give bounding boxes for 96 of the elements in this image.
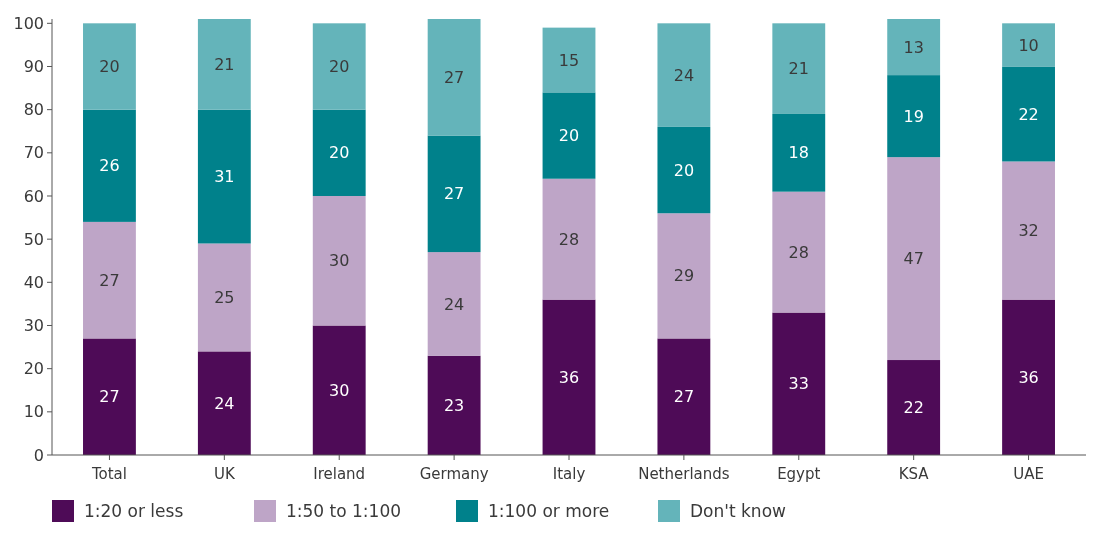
x-tick-label: KSA: [898, 465, 930, 483]
data-label: 28: [558, 229, 580, 249]
data-label: 20: [329, 143, 350, 163]
legend-label: 1:50 to 1:100: [286, 500, 402, 521]
bar: [657, 338, 711, 455]
legend-label: 1:100 or more: [488, 500, 610, 521]
bar: [772, 191, 826, 313]
bar: [427, 19, 481, 136]
bar: [887, 360, 941, 455]
data-label: 22: [903, 398, 924, 418]
bar: [197, 243, 251, 352]
data-label: 36: [558, 367, 580, 387]
bar: [887, 75, 941, 158]
bar: [83, 221, 136, 339]
data-label: 22: [1018, 104, 1039, 124]
y-tick-label: 50: [23, 229, 44, 249]
y-tick-label: 30: [23, 316, 44, 336]
data-label: 20: [558, 126, 580, 146]
data-label: 24: [214, 393, 235, 413]
legend-label: 1:20 or less: [84, 500, 184, 521]
data-label: 10: [1018, 35, 1039, 55]
bar: [83, 109, 136, 222]
bar: [1002, 23, 1055, 67]
bar: [312, 23, 366, 110]
legend-label: Don't know: [690, 500, 787, 521]
bar: [427, 135, 481, 253]
data-label: 31: [214, 167, 235, 187]
data-label: 27: [673, 387, 695, 407]
data-label: 13: [903, 37, 924, 57]
data-label: 20: [673, 160, 695, 180]
y-tick-label: 80: [23, 100, 44, 120]
x-tick-label: Germany: [419, 465, 489, 483]
x-tick-label: Total: [90, 465, 127, 483]
y-tick-label: 10: [23, 402, 44, 422]
data-label: 24: [673, 65, 695, 85]
data-label: 20: [99, 57, 120, 77]
bar: [772, 113, 826, 192]
y-tick-label: 100: [13, 13, 44, 33]
x-tick-label: Italy: [552, 465, 586, 483]
data-label: 21: [788, 59, 809, 79]
data-label: 27: [99, 270, 120, 290]
bar: [657, 23, 711, 127]
bar: [83, 23, 136, 110]
data-label: 36: [1018, 367, 1039, 387]
data-label: 47: [903, 249, 924, 269]
bar: [312, 325, 366, 455]
data-label: 27: [443, 67, 465, 87]
y-tick-label: 40: [23, 272, 44, 292]
x-tick-label: Ireland: [313, 465, 366, 483]
bar: [1002, 66, 1055, 162]
bar: [197, 109, 251, 244]
bar: [542, 178, 596, 300]
data-label: 29: [673, 266, 695, 286]
data-label: 32: [1018, 221, 1039, 241]
data-label: 28: [788, 242, 809, 262]
bar: [887, 157, 941, 361]
bar: [887, 19, 941, 76]
bar: [772, 312, 826, 455]
bar: [1002, 299, 1055, 455]
y-tick-label: 60: [23, 186, 44, 206]
data-label: 25: [214, 288, 235, 308]
bar: [657, 126, 711, 214]
data-label: 18: [788, 143, 809, 163]
data-label: 19: [903, 106, 924, 126]
data-label: 27: [443, 184, 465, 204]
y-tick-label: 20: [23, 359, 44, 379]
x-tick-label: UK: [213, 465, 236, 483]
y-tick-label: 0: [33, 445, 44, 465]
data-label: 30: [329, 251, 350, 271]
x-tick-label: UAE: [1013, 465, 1044, 483]
data-label: 26: [99, 156, 120, 176]
bar: [312, 109, 366, 196]
y-tick-label: 70: [23, 143, 44, 163]
bar: [427, 355, 481, 455]
data-label: 23: [443, 395, 465, 415]
data-label: 24: [443, 294, 465, 314]
data-label: 27: [99, 387, 120, 407]
data-label: 21: [214, 54, 235, 74]
y-tick-label: 90: [23, 57, 44, 77]
x-tick-label: Netherlands: [638, 465, 730, 483]
bar: [197, 351, 251, 455]
data-label: 30: [329, 380, 350, 400]
bar: [83, 338, 136, 455]
bar: [427, 252, 481, 356]
bar: [542, 27, 596, 93]
bar: [657, 213, 711, 339]
data-label: 15: [558, 50, 580, 70]
bar: [312, 195, 366, 326]
bar: [197, 19, 251, 110]
bar: [542, 92, 596, 179]
x-tick-label: Egypt: [777, 465, 821, 483]
bar: [542, 299, 596, 455]
data-label: 20: [329, 57, 350, 77]
bar: [1002, 161, 1055, 300]
data-label: 33: [788, 374, 809, 394]
bar: [772, 23, 826, 114]
